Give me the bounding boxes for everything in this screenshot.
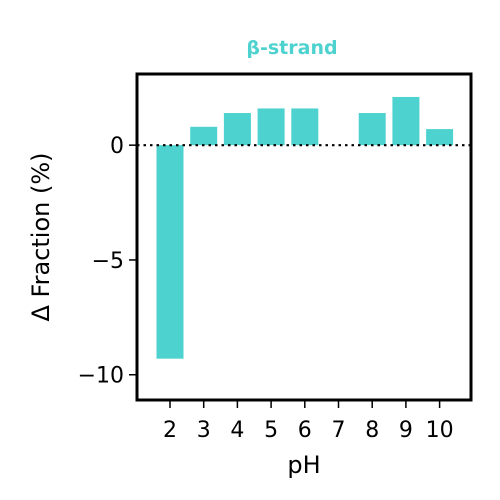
- x-tick-label: 2: [163, 418, 177, 443]
- y-tick-label: −10: [78, 364, 124, 389]
- x-tick-label: 4: [230, 418, 244, 443]
- x-tick-label: 10: [426, 418, 454, 443]
- bar-ph-3: [190, 126, 218, 146]
- chart-title: β-strand: [246, 37, 337, 59]
- bar-ph-8: [358, 113, 386, 146]
- plot-frame: [135, 72, 473, 402]
- x-tick-label: 9: [399, 418, 413, 443]
- x-tick-label: 6: [298, 418, 312, 443]
- bar-ph-2: [156, 145, 184, 359]
- x-tick-label: 3: [197, 418, 211, 443]
- bar-ph-10: [426, 129, 454, 146]
- bar-ph-5: [257, 108, 285, 146]
- x-axis-label: pH: [287, 451, 320, 479]
- y-tick-label: −5: [92, 249, 124, 274]
- bar-ph-4: [223, 113, 251, 146]
- bars-group: [156, 96, 454, 359]
- x-axis-ticks: 2 3 4 5 6 7 8 9 10: [163, 401, 454, 443]
- y-axis-label: Δ Fraction (%): [27, 152, 55, 321]
- x-tick-label: 7: [332, 418, 346, 443]
- x-tick-label: 5: [264, 418, 278, 443]
- bar-ph-9: [392, 96, 420, 146]
- x-tick-label: 8: [365, 418, 379, 443]
- y-axis-ticks: 0 −5 −10: [78, 134, 136, 389]
- y-tick-label: 0: [110, 134, 124, 159]
- bar-ph-6: [291, 108, 319, 146]
